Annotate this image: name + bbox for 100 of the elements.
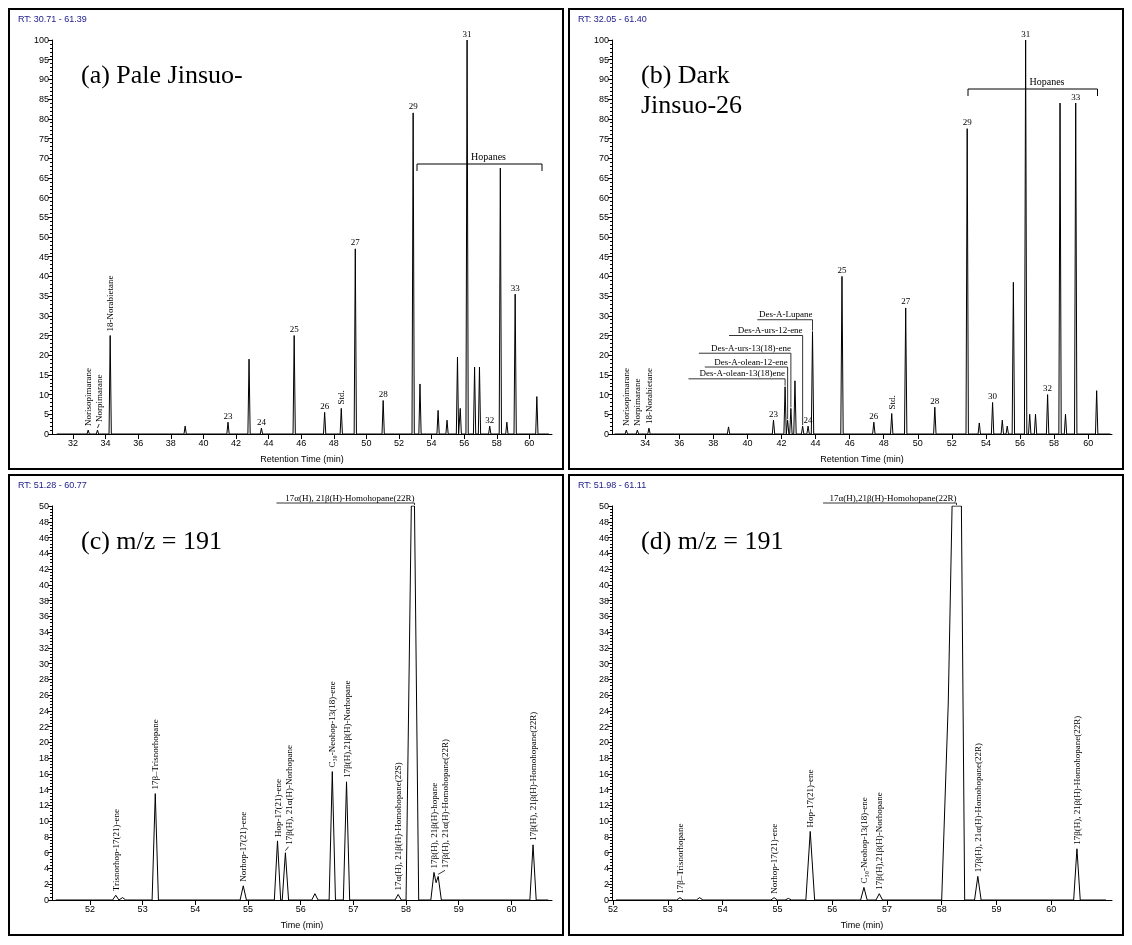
- y-tick-label: 95: [38, 54, 49, 65]
- y-tick-label: 100: [33, 35, 49, 45]
- x-tick-label: 38: [708, 437, 719, 448]
- y-tick-label: 60: [38, 192, 49, 203]
- y-tick-label: 2: [43, 879, 49, 890]
- y-tick-label: 34: [38, 627, 49, 638]
- x-tick-label: 54: [717, 903, 728, 914]
- y-tick-label: 75: [38, 133, 49, 144]
- x-tick-label: 42: [230, 437, 241, 448]
- x-tick-label: 59: [453, 903, 464, 914]
- y-tick-label: 22: [38, 721, 49, 732]
- y-tick-label: 42: [598, 564, 609, 575]
- y-tick-label: 95: [598, 54, 609, 65]
- annotation: 27: [901, 296, 911, 307]
- y-tick-label: 25: [38, 330, 49, 341]
- annotation: C₃₀-Neohop-13(18)-ene: [327, 681, 338, 768]
- annotation: 17β(H), 21α(H)-Norhopane: [283, 744, 294, 845]
- annotation: 29: [962, 117, 973, 128]
- x-tick-label: 52: [608, 903, 619, 914]
- y-tick-label: 100: [593, 35, 609, 45]
- y-tick-label: 14: [598, 784, 609, 795]
- text: RT: 32.05 - 61.40: [578, 13, 647, 24]
- y-tick-label: 42: [38, 564, 49, 575]
- y-tick-label: 75: [598, 133, 609, 144]
- y-tick-label: 44: [598, 548, 609, 559]
- y-tick-label: 80: [598, 113, 609, 124]
- y-tick-label: 18: [38, 753, 49, 764]
- x-axis-title: Retention Time (min): [820, 453, 904, 464]
- annotation: 18-Norabietane: [643, 368, 654, 425]
- y-tick-label: 4: [43, 863, 49, 874]
- y-tick-label: 16: [598, 768, 609, 779]
- text: (a) Pale Jinsuo-: [81, 59, 243, 89]
- y-tick-label: 80: [38, 113, 49, 124]
- x-axis-title: Retention Time (min): [260, 453, 344, 464]
- y-tick-label: 12: [598, 800, 609, 811]
- x-tick-label: 54: [980, 437, 991, 448]
- y-tick-label: 26: [38, 690, 49, 701]
- annotation: Des-A-Lupane: [759, 309, 813, 320]
- annotation: 29: [408, 101, 419, 112]
- x-tick-label: 58: [936, 903, 947, 914]
- y-tick-label: 28: [38, 674, 49, 685]
- y-tick-label: 30: [38, 658, 49, 669]
- x-tick-label: 59: [991, 903, 1002, 914]
- x-axis-title: Time (min): [280, 919, 324, 930]
- annotation: Trisnorhop-17(21)-ene: [110, 809, 121, 892]
- y-tick-label: 30: [598, 658, 609, 669]
- x-tick-label: 50: [361, 437, 372, 448]
- x-tick-label: 55: [772, 903, 783, 914]
- annotation: 23: [223, 410, 234, 421]
- y-tick-label: 15: [38, 369, 49, 380]
- x-tick-label: 48: [328, 437, 339, 448]
- annotation: Hopanes: [471, 150, 507, 162]
- annotation: 23: [769, 408, 779, 419]
- annotation: 31: [1021, 28, 1031, 39]
- x-tick-label: 56: [295, 903, 306, 914]
- annotation: 17β(H),21β(H)-Norhopane: [874, 792, 885, 890]
- annotation: 17β–Trisnorhopane: [150, 719, 161, 790]
- y-tick-label: 48: [598, 516, 609, 527]
- x-tick-label: 44: [263, 437, 274, 448]
- x-tick-label: 60: [1083, 437, 1094, 448]
- y-tick-label: 85: [38, 94, 49, 105]
- annotation: Norpimarane: [94, 374, 105, 423]
- annotation: Hop-17(21)-ene: [805, 769, 816, 828]
- y-tick-label: 36: [38, 611, 49, 622]
- x-tick-label: 42: [776, 437, 787, 448]
- annotation: 28: [378, 389, 389, 400]
- x-tick-label: 32: [68, 437, 79, 448]
- y-tick-label: 35: [598, 291, 609, 302]
- x-tick-label: 60: [506, 903, 517, 914]
- x-tick-label: 44: [810, 437, 821, 448]
- y-tick-label: 65: [38, 172, 49, 183]
- y-tick-label: 8: [43, 831, 49, 842]
- x-tick-label: 52: [946, 437, 957, 448]
- y-tick-label: 26: [598, 690, 609, 701]
- x-tick-label: 40: [198, 437, 209, 448]
- annotation: Des-A-olean-13(18)ene: [699, 368, 786, 379]
- y-tick-label: 48: [38, 516, 49, 527]
- y-tick-label: 25: [598, 330, 609, 341]
- y-tick-label: 5: [603, 409, 609, 420]
- x-tick-label: 38: [165, 437, 176, 448]
- x-tick-label: 57: [348, 903, 359, 914]
- x-tick-label: 58: [1049, 437, 1060, 448]
- annotation: 18-Norabietane: [105, 275, 116, 332]
- annotation: 32: [1043, 383, 1053, 394]
- x-tick-label: 52: [84, 903, 95, 914]
- text: RT: 51.98 - 61.11: [578, 479, 647, 490]
- x-tick-label: 58: [491, 437, 502, 448]
- annotation: 24: [256, 416, 267, 427]
- y-tick-label: 16: [38, 768, 49, 779]
- text: RT: 51.28 - 60.77: [18, 479, 87, 490]
- annotation: 17β(H),21β(H)-Norhopane: [341, 680, 352, 778]
- annotation: C₃₀-Neohop-13(18)-ene: [858, 797, 869, 884]
- x-tick-label: 50: [912, 437, 923, 448]
- y-tick-label: 38: [38, 595, 49, 606]
- y-tick-label: 6: [603, 847, 609, 858]
- text: (d) m/z = 191: [641, 525, 784, 555]
- y-tick-label: 90: [598, 74, 609, 85]
- y-tick-label: 34: [598, 627, 609, 638]
- y-tick-label: 65: [598, 172, 609, 183]
- x-tick-label: 40: [742, 437, 753, 448]
